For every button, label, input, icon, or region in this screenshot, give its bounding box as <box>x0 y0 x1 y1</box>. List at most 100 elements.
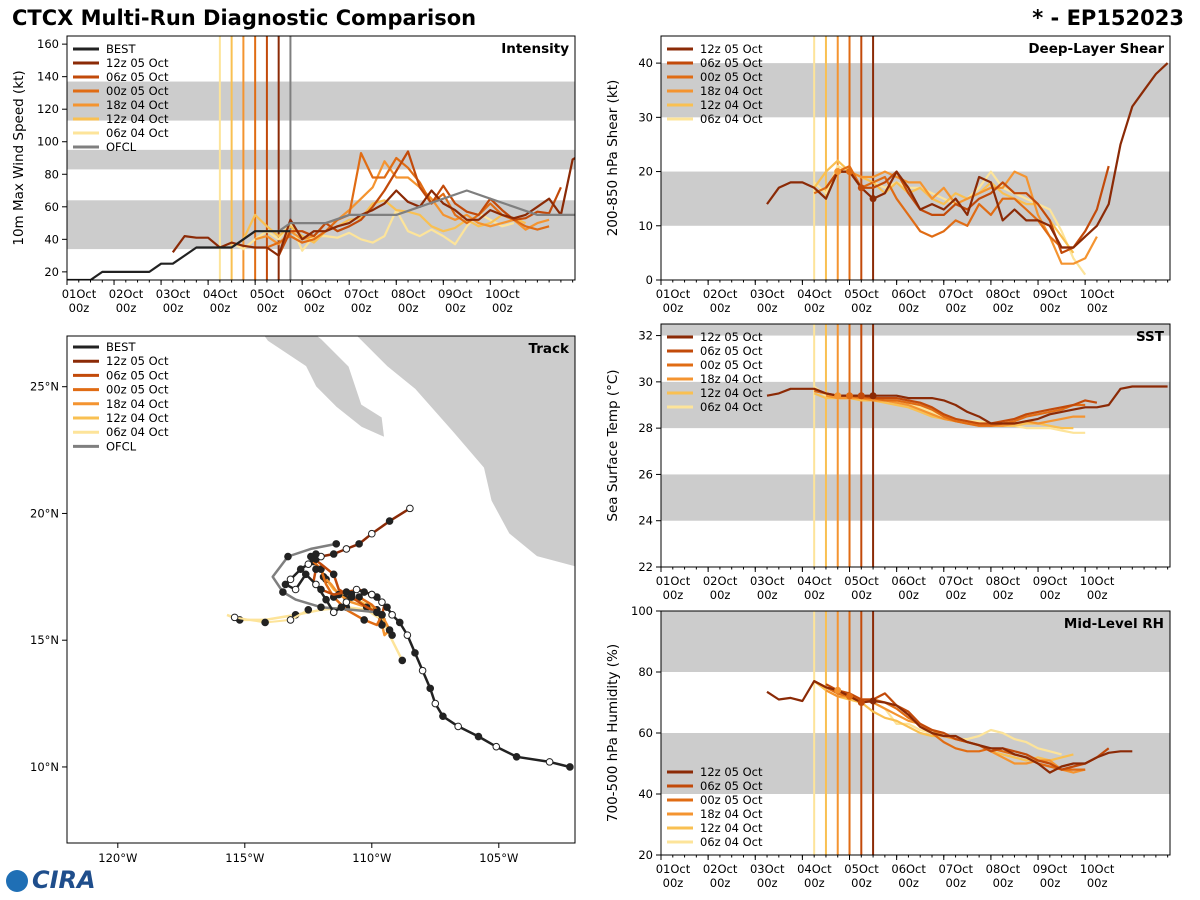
x-tick-label: 03Oct <box>156 287 191 301</box>
lat-tick-label: 25°N <box>30 380 59 394</box>
y-tick-label: 40 <box>638 787 653 801</box>
x-tick-hour: 00z <box>945 301 966 315</box>
x-tick-label: 02Oct <box>703 287 738 301</box>
y-tick-label: 60 <box>44 200 59 214</box>
shear-init-marker <box>846 168 854 176</box>
x-tick-label: 07Oct <box>344 287 379 301</box>
track-line <box>315 507 411 561</box>
x-tick-hour: 00z <box>1087 876 1108 890</box>
y-tick-label: 20 <box>638 848 653 862</box>
x-tick-label: 01Oct <box>62 287 97 301</box>
track-point <box>304 605 313 614</box>
panel-title: SST <box>1136 329 1165 345</box>
track-point <box>296 565 305 574</box>
track-point <box>398 656 407 665</box>
x-tick-label: 06Oct <box>891 574 926 588</box>
track-point <box>383 603 391 612</box>
lat-tick-label: 10°N <box>30 760 59 774</box>
shear-series-line <box>825 170 1098 265</box>
x-tick-label: 08Oct <box>986 574 1021 588</box>
y-tick-label: 10 <box>638 219 653 233</box>
lon-tick-label: 120°W <box>98 851 137 865</box>
lon-tick-label: 105°W <box>479 851 518 865</box>
x-tick-label: 09Oct <box>438 287 473 301</box>
x-tick-hour: 00z <box>663 588 684 602</box>
track-point <box>304 560 313 568</box>
rh-panel: 2040608010001Oct00z02Oct00z03Oct00z04Oct… <box>605 604 1171 890</box>
track-point <box>388 611 396 619</box>
track-point <box>286 616 295 624</box>
x-tick-hour: 00z <box>804 588 825 602</box>
noaa-logo-icon <box>6 870 28 892</box>
x-tick-hour: 00z <box>898 876 919 890</box>
sst-band <box>661 324 1170 336</box>
y-tick-label: 40 <box>44 232 59 246</box>
y-tick-label: 30 <box>638 110 653 124</box>
x-tick-hour: 00z <box>257 301 278 315</box>
x-tick-hour: 00z <box>304 301 325 315</box>
track-point <box>281 580 290 589</box>
intensity-series-line <box>171 157 575 257</box>
track-point <box>329 550 338 558</box>
shear-series-line <box>825 165 1110 254</box>
track-point <box>347 590 356 599</box>
legend-entry: 12z 05 Oct <box>700 765 763 779</box>
legend-entry: 00z 05 Oct <box>106 84 169 98</box>
cira-logo: CIRA <box>6 866 96 894</box>
x-tick-label: 08Oct <box>986 287 1021 301</box>
x-tick-label: 02Oct <box>703 862 738 876</box>
legend-entry: BEST <box>106 42 136 56</box>
x-tick-label: 05Oct <box>844 862 879 876</box>
y-tick-label: 28 <box>638 421 653 435</box>
rh-init-marker <box>834 686 842 694</box>
x-tick-label: 07Oct <box>939 574 974 588</box>
legend-entry: 00z 05 Oct <box>700 358 763 372</box>
x-tick-hour: 00z <box>710 876 731 890</box>
legend-entry: 12z 04 Oct <box>700 386 763 400</box>
y-axis-label: 200-850 hPa Shear (kt) <box>605 80 621 237</box>
track-point <box>329 608 338 617</box>
y-tick-label: 100 <box>37 135 59 149</box>
sst-init-marker <box>857 392 865 400</box>
x-tick-hour: 00z <box>351 301 372 315</box>
baja-land <box>263 336 385 439</box>
track-point <box>368 590 376 599</box>
legend-entry: 18z 04 Oct <box>700 84 763 98</box>
legend-entry: 12z 05 Oct <box>700 330 763 344</box>
legend-entry: 00z 05 Oct <box>700 793 763 807</box>
panel-title: Intensity <box>501 41 569 57</box>
intensity-series-line <box>67 230 291 280</box>
x-tick-hour: 00z <box>398 301 419 315</box>
legend-entry: 06z 05 Oct <box>106 368 169 382</box>
intensity-band <box>67 81 575 121</box>
x-tick-hour: 00z <box>492 301 513 315</box>
legend-entry: 06z 04 Oct <box>700 400 763 414</box>
track-point <box>373 608 381 617</box>
panel-title: Mid-Level RH <box>1064 616 1164 632</box>
x-tick-label: 09Oct <box>1033 287 1068 301</box>
y-tick-label: 22 <box>638 560 653 574</box>
x-tick-label: 09Oct <box>1033 574 1068 588</box>
sst-frame <box>660 323 1171 568</box>
x-tick-hour: 00z <box>1040 588 1061 602</box>
track-point <box>418 666 427 675</box>
legend-entry: OFCL <box>106 439 137 453</box>
track-line <box>234 608 309 624</box>
lon-tick-label: 110°W <box>352 851 391 865</box>
track-point <box>352 585 361 594</box>
track-point <box>512 753 521 761</box>
shear-init-marker <box>869 195 877 203</box>
x-tick-label: 02Oct <box>109 287 144 301</box>
intensity-band <box>67 149 575 170</box>
x-tick-label: 06Oct <box>891 862 926 876</box>
rh-init-marker <box>846 692 854 700</box>
sst-init-marker <box>846 392 854 400</box>
legend-entry: 12z 04 Oct <box>700 98 763 112</box>
track-point <box>332 540 341 548</box>
y-tick-label: 140 <box>37 70 59 84</box>
x-tick-hour: 00z <box>851 588 872 602</box>
x-tick-label: 02Oct <box>703 574 738 588</box>
x-tick-label: 10Oct <box>1080 862 1115 876</box>
shear-init-marker <box>857 184 865 192</box>
x-tick-hour: 00z <box>945 588 966 602</box>
